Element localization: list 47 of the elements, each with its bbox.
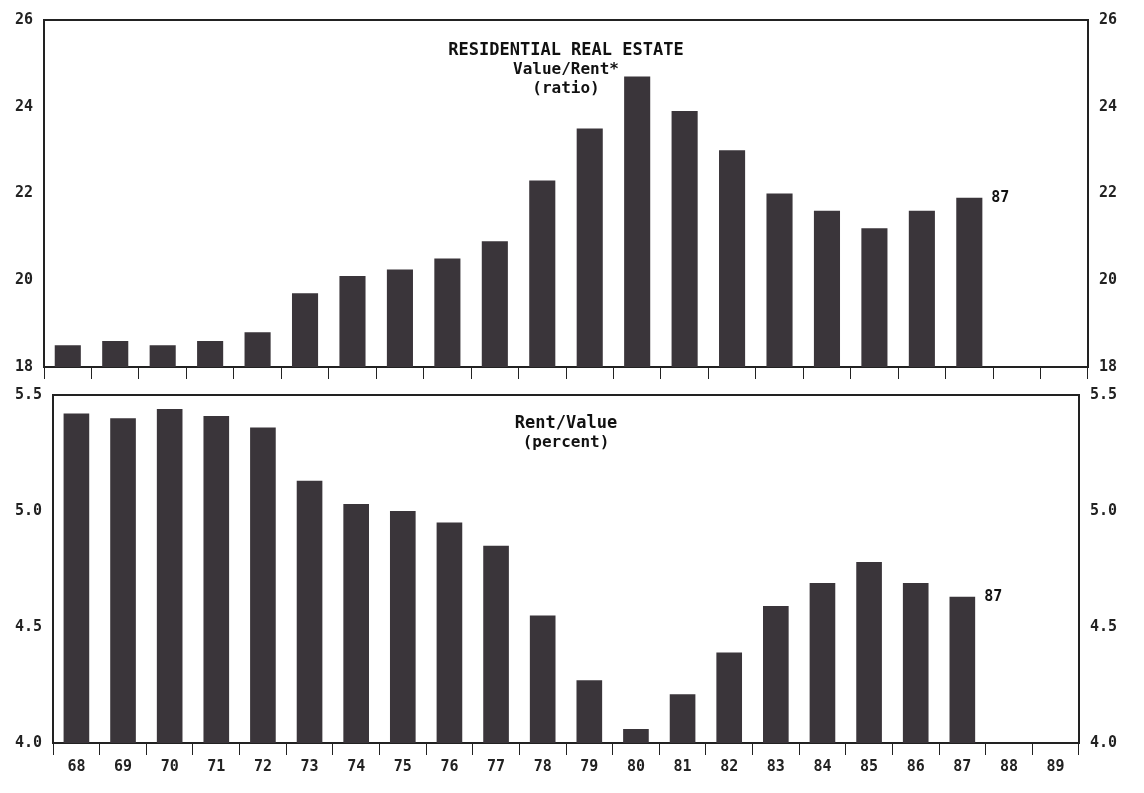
x-tick-label: 81 [673,756,692,775]
x-tick-label: 85 [860,756,879,775]
x-tick-label: 78 [533,756,552,775]
annotation: 87 [991,187,1010,206]
x-tick-label: 75 [393,756,412,775]
y-tick-label: 5.5 [15,384,43,403]
y-tick-label: 24 [15,96,34,115]
x-tick-label: 74 [347,756,366,775]
y2-tick-label: 26 [1098,9,1117,28]
y-tick-label: 5.0 [15,500,43,519]
x-tick-label: 84 [813,756,832,775]
y-tick-label: 18 [15,356,34,375]
y2-tick-label: 24 [1098,96,1117,115]
text: Value/Rent* [513,59,619,79]
y2-tick-label: 4.0 [1089,732,1117,751]
text: Rent/Value [514,411,618,432]
y-tick-label: 4.5 [15,616,43,635]
y-tick-label: 20 [15,270,34,289]
y-tick-label: 26 [15,9,34,28]
y2-tick-label: 18 [1098,356,1117,375]
x-tick-label: 79 [580,756,599,775]
y2-tick-label: 4.5 [1089,616,1117,635]
x-tick-label: 72 [253,756,272,775]
y-tick-label: 22 [15,183,34,202]
x-tick-label: 76 [440,756,459,775]
y2-tick-label: 22 [1098,183,1117,202]
text: (percent) [522,432,610,452]
x-tick-label: 82 [720,756,739,775]
x-tick-label: 86 [906,756,925,775]
x-tick-label: 70 [160,756,179,775]
x-tick-label: 68 [67,756,86,775]
annotation: (ratio) [532,78,600,98]
y2-tick-label: 5.5 [1089,384,1117,403]
x-tick-label: 88 [999,756,1018,775]
x-tick-label: 77 [487,756,506,775]
x-tick-label: 83 [766,756,785,775]
y2-tick-label: 5.0 [1089,500,1117,519]
x-tick-label: 87 [953,756,972,775]
x-tick-label: 69 [114,756,133,775]
x-tick-label: 80 [626,756,645,775]
x-tick-label: 71 [207,756,226,775]
y-tick-label: 4.0 [15,732,43,751]
x-tick-label: 73 [300,756,319,775]
x-tick-label: 89 [1046,756,1065,775]
text: RESIDENTIAL REAL ESTATE [448,38,684,59]
annotation: 87 [984,586,1003,605]
y2-tick-label: 20 [1098,270,1117,289]
